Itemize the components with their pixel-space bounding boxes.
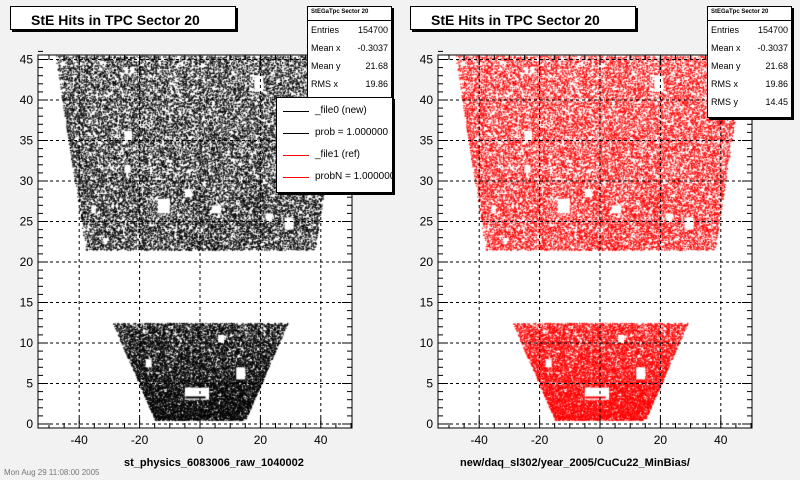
stat-value: 154700 [357,25,388,35]
right-stats-row: Mean y 21.68 [708,57,791,75]
y-tick-label: 25 [420,215,434,229]
y-tick-label: 15 [20,296,34,310]
hit-scatter-points [438,55,752,428]
right-chart-title: StE Hits in TPC Sector 20 [410,6,636,30]
y-tick-label: 35 [20,134,34,148]
legend-entry: probN = 1.000000 [277,166,392,188]
stat-value: 14.45 [765,97,788,107]
right-plot: -40 -20 0 20 40 0 5 10 15 20 25 30 35 40 45 [420,50,753,447]
y-tick-label: 0 [26,417,33,431]
legend-entry: _file0 (new) [277,100,392,122]
x-tick-label: -40 [71,433,89,447]
right-stats-row: RMS y 14.45 [708,93,791,111]
y-tick-label: 5 [26,377,33,391]
stat-label: Mean x [311,43,341,53]
x-tick-label: -20 [531,433,549,447]
y-tick-label: 35 [420,134,434,148]
y-tick-label: 30 [420,174,434,188]
left-canvas-pad: -40 -20 0 20 40 0 5 10 15 20 25 30 35 40 45 StE Hits i… [0,0,400,480]
right-canvas-pad: -40 -20 0 20 40 0 5 10 15 20 25 30 35 40 45 StE Hits i… [400,0,800,480]
legend: _file0 (new) prob = 1.000000 _file1 (ref… [276,97,393,193]
legend-label: probN = 1.000000 [315,171,393,182]
x-tick-label: -40 [471,433,489,447]
y-tick-label: 20 [420,255,434,269]
x-tick-label: 40 [714,433,728,447]
stat-value: -0.3037 [357,43,388,53]
left-stats-row: RMS x 19.86 [308,75,391,93]
left-x-axis-title: st_physics_6083006_raw_1040002 [124,457,304,469]
stat-label: RMS x [311,79,338,89]
right-stats-row: RMS x 19.86 [708,75,791,93]
y-tick-label: 10 [420,336,434,350]
stat-value: 19.86 [365,79,388,89]
plot-frame [37,54,353,429]
y-tick-label: 30 [20,174,34,188]
legend-line-swatch [283,155,309,156]
right-stats-header: StEGaTpc Sector 20 [708,7,791,21]
legend-line-swatch [283,177,309,178]
stat-label: Mean y [311,61,341,71]
x-tick-label: 0 [597,433,604,447]
stat-label: Mean y [711,61,741,71]
plot-frame [437,54,753,429]
right-stats-row: Mean x -0.3037 [708,39,791,57]
left-stats-row: Mean y 21.68 [308,57,391,75]
left-stats-header: StEGaTpc Sector 20 [308,7,391,21]
legend-entry: _file1 (ref) [277,144,392,166]
right-x-axis-title: new/daq_sl302/year_2005/CuCu22_MinBias/ [460,457,690,469]
stat-label: Entries [711,25,740,35]
right-stats-row: Entries 154700 [708,21,791,39]
legend-label: prob = 1.000000 [315,127,389,138]
stat-label: Entries [311,25,340,35]
data-points [438,55,752,428]
legend-line-swatch [283,111,309,112]
stat-value: 154700 [757,25,788,35]
stat-value: 19.86 [765,79,788,89]
right-stats-box: StEGaTpc Sector 20 Entries 154700 Mean x… [707,6,792,118]
legend-label: _file0 (new) [315,105,367,116]
stat-label: RMS y [711,97,738,107]
x-tick-label: 20 [254,433,268,447]
y-tick-label: 20 [20,255,34,269]
canvas-footer: Mon Aug 29 11:08:00 2005 [4,468,100,477]
legend-line-swatch [283,133,309,134]
stat-value: 21.68 [765,61,788,71]
legend-entry: prob = 1.000000 [277,122,392,144]
stat-value: 21.68 [365,61,388,71]
stat-label: RMS x [711,79,738,89]
left-chart-title: StE Hits in TPC Sector 20 [10,6,236,30]
stat-value: -0.3037 [757,43,788,53]
x-tick-label: -20 [131,433,149,447]
legend-label: _file1 (ref) [315,149,361,160]
y-tick-label: 5 [426,377,433,391]
y-tick-label: 10 [20,336,34,350]
y-tick-label: 40 [20,93,34,107]
left-stats-row: Entries 154700 [308,21,391,39]
y-tick-label: 15 [420,296,434,310]
x-tick-label: 40 [314,433,328,447]
y-tick-label: 40 [420,93,434,107]
x-tick-label: 0 [197,433,204,447]
left-stats-row: Mean x -0.3037 [308,39,391,57]
y-tick-label: 0 [426,417,433,431]
y-tick-label: 25 [20,215,34,229]
stat-label: Mean x [711,43,741,53]
x-tick-label: 20 [654,433,668,447]
y-tick-label: 45 [420,53,434,67]
y-tick-label: 45 [20,53,34,67]
